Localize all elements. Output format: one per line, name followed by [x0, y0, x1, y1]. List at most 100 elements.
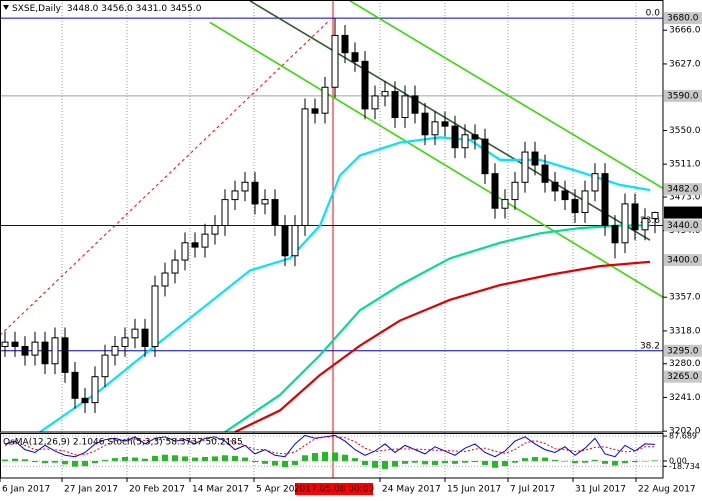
candle-body	[121, 337, 129, 347]
current-price-box	[664, 206, 702, 219]
symbol-icon	[3, 5, 9, 10]
candle-body	[141, 328, 149, 347]
osma-bar	[262, 460, 268, 464]
candle-body	[61, 337, 69, 373]
osma-bar	[272, 460, 278, 466]
chart-header: SXSE,Daily 3448.0 3456.0 3431.0 3455.0	[12, 4, 202, 14]
osma-bar	[72, 460, 78, 467]
x-tick-label: 22 Aug 2017	[638, 485, 696, 495]
trendline	[349, 0, 663, 190]
osma-bar	[252, 460, 258, 463]
level-label: 3590.0	[667, 91, 699, 101]
osma-bar	[322, 451, 328, 461]
stochastic-line	[4, 436, 656, 456]
osma-bar	[242, 457, 248, 461]
candle-body	[541, 164, 549, 183]
level-label: 3482.0	[667, 185, 699, 195]
osma-bar	[362, 460, 368, 465]
y-tick-label: 3241.0	[669, 393, 701, 403]
level-label: 3440.0	[667, 221, 699, 231]
candle-body	[511, 181, 519, 201]
osma-bar	[422, 460, 428, 465]
level-box	[664, 219, 702, 232]
osma-bar	[632, 460, 638, 463]
candle-body	[591, 173, 599, 192]
osma-bar	[552, 459, 558, 461]
candle-body	[461, 134, 469, 149]
candle-body	[201, 233, 209, 248]
osma-bar	[352, 458, 358, 461]
candle-body	[231, 190, 239, 201]
moving-average	[224, 224, 650, 432]
candle-body	[311, 108, 319, 114]
level-box	[664, 12, 702, 25]
candle-body	[391, 91, 399, 119]
osma-bar	[482, 460, 488, 465]
date-marker-label: 2017.05.08 00:00	[294, 485, 375, 495]
osma-bar	[592, 459, 598, 461]
candle-body	[491, 173, 499, 209]
x-tick-label: 6 Jan 2017	[2, 485, 50, 495]
candle-body	[441, 121, 449, 127]
osma-bar	[612, 460, 618, 466]
osma-bar	[212, 456, 218, 461]
osma-bar	[442, 460, 448, 464]
candle-body	[411, 95, 419, 114]
x-tick-label: 31 Jul 2017	[575, 485, 626, 495]
y-tick-label: 3473.0	[669, 192, 701, 202]
osma-bar	[642, 460, 648, 462]
candle-body	[101, 354, 109, 378]
candle-body	[281, 225, 289, 257]
x-tick-label: 15 Jun 2017	[447, 485, 501, 495]
osma-bar	[112, 458, 118, 461]
y-tick-label: 3550.0	[669, 126, 701, 136]
candle-body	[501, 199, 509, 209]
osma-bar	[292, 460, 298, 465]
y-tick-label: 3511.0	[669, 160, 701, 170]
candle-body	[271, 199, 279, 227]
candle-body	[71, 371, 79, 399]
candle-body	[641, 218, 649, 231]
candle-body	[11, 341, 19, 347]
fib-label: 23.6	[640, 216, 660, 226]
y-tick-label: 87.689	[669, 432, 697, 441]
osma-bar	[402, 460, 408, 464]
candle-body	[261, 199, 269, 205]
current-price-label: 3455.0	[667, 208, 699, 218]
candle-body	[601, 173, 609, 227]
osma-bar	[452, 460, 458, 464]
level-label: 3295.0	[667, 346, 699, 356]
candle-body	[611, 225, 619, 244]
x-tick-label: 5 Apr 2017	[256, 485, 306, 495]
level-box	[664, 344, 702, 357]
osma-bar	[372, 460, 378, 468]
trendline	[209, 21, 663, 298]
candle-body	[331, 34, 339, 88]
osma-bar	[572, 460, 578, 464]
osma-bar	[172, 455, 178, 461]
osma-bar	[622, 460, 628, 464]
level-box	[664, 370, 702, 383]
candle-body	[251, 181, 259, 205]
osma-bar	[302, 455, 308, 461]
indicator-pane-border	[0, 433, 664, 479]
y-tick-label: -18.734	[669, 462, 700, 471]
y-tick-label: 0.00	[669, 456, 687, 465]
osma-bar	[162, 454, 168, 461]
osma-bar	[652, 460, 658, 461]
osma-bar	[152, 455, 158, 461]
osma-bar	[462, 460, 468, 463]
candle-body	[291, 225, 299, 257]
candle-body	[621, 203, 629, 244]
candle-body	[401, 95, 409, 119]
candle-body	[571, 199, 579, 214]
candle-body	[361, 60, 369, 110]
price-pane: 0.0 23.6 38.2	[0, 0, 663, 432]
candle-body	[301, 108, 309, 227]
candle-body	[171, 259, 179, 274]
candle-body	[431, 121, 439, 136]
x-tick-label: 7 Jul 2017	[510, 485, 555, 495]
y-tick-label: 3280.0	[669, 359, 701, 369]
candle-body	[531, 151, 539, 166]
candle-body	[321, 86, 329, 114]
